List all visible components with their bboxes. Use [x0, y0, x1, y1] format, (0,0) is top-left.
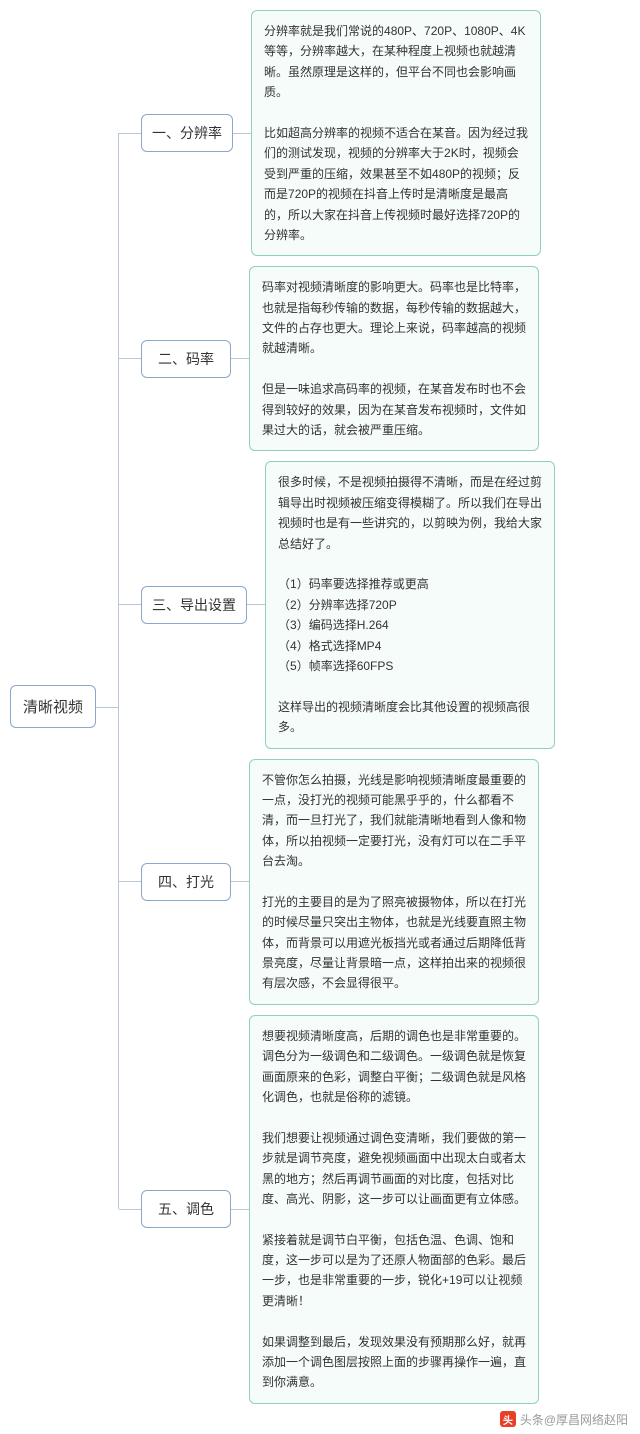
branch-row: 三、导出设置很多时候，不是视频拍摄得不清晰，而是在经过剪辑导出时视频被压缩变得模… — [119, 461, 630, 748]
connector-line — [231, 881, 249, 882]
leaf-node: 很多时候，不是视频拍摄得不清晰，而是在经过剪辑导出时视频被压缩变得模糊了。所以我… — [265, 461, 555, 748]
branch-node: 四、打光 — [141, 863, 231, 901]
root-node: 清晰视频 — [10, 685, 96, 728]
branch-row: 二、码率码率对视频清晰度的影响更大。码率也是比特率，也就是指每秒传输的数据，每秒… — [119, 266, 630, 451]
connector-line — [247, 604, 265, 605]
leaf-node: 不管你怎么拍摄，光线是影响视频清晰度最重要的一点，没打光的视频可能黑乎乎的，什么… — [249, 759, 539, 1005]
branch-node: 二、码率 — [141, 340, 231, 378]
connector-line — [119, 604, 141, 605]
connector-line — [119, 133, 141, 134]
connector-line — [119, 881, 141, 882]
branch-node: 一、分辨率 — [141, 114, 233, 152]
connector-line — [231, 1209, 249, 1210]
connector-line — [233, 133, 251, 134]
leaf-node: 码率对视频清晰度的影响更大。码率也是比特率，也就是指每秒传输的数据，每秒传输的数… — [249, 266, 539, 451]
leaf-node: 想要视频清晰度高，后期的调色也是非常重要的。调色分为一级调色和二级调色。一级调色… — [249, 1015, 539, 1404]
watermark-text: 头条@厚昌网络赵阳 — [520, 1411, 628, 1428]
toutiao-icon: 头 — [500, 1411, 516, 1427]
branch-node: 五、调色 — [141, 1190, 231, 1228]
branch-row: 一、分辨率分辨率就是我们常说的480P、720P、1080P、4K等等，分辨率越… — [119, 10, 630, 256]
connector-line — [231, 358, 249, 359]
branches-column: 一、分辨率分辨率就是我们常说的480P、720P、1080P、4K等等，分辨率越… — [119, 10, 630, 1404]
mindmap-root-container: 清晰视频 一、分辨率分辨率就是我们常说的480P、720P、1080P、4K等等… — [10, 10, 630, 1404]
branch-node: 三、导出设置 — [141, 586, 247, 624]
connector-line — [119, 358, 141, 359]
root-column: 清晰视频 — [10, 685, 96, 728]
watermark: 头 头条@厚昌网络赵阳 — [500, 1411, 628, 1428]
root-connector — [96, 10, 118, 1404]
leaf-node: 分辨率就是我们常说的480P、720P、1080P、4K等等，分辨率越大，在某种… — [251, 10, 541, 256]
connector-line — [119, 1209, 141, 1210]
branch-row: 五、调色想要视频清晰度高，后期的调色也是非常重要的。调色分为一级调色和二级调色。… — [119, 1015, 630, 1404]
branch-row: 四、打光不管你怎么拍摄，光线是影响视频清晰度最重要的一点，没打光的视频可能黑乎乎… — [119, 759, 630, 1005]
